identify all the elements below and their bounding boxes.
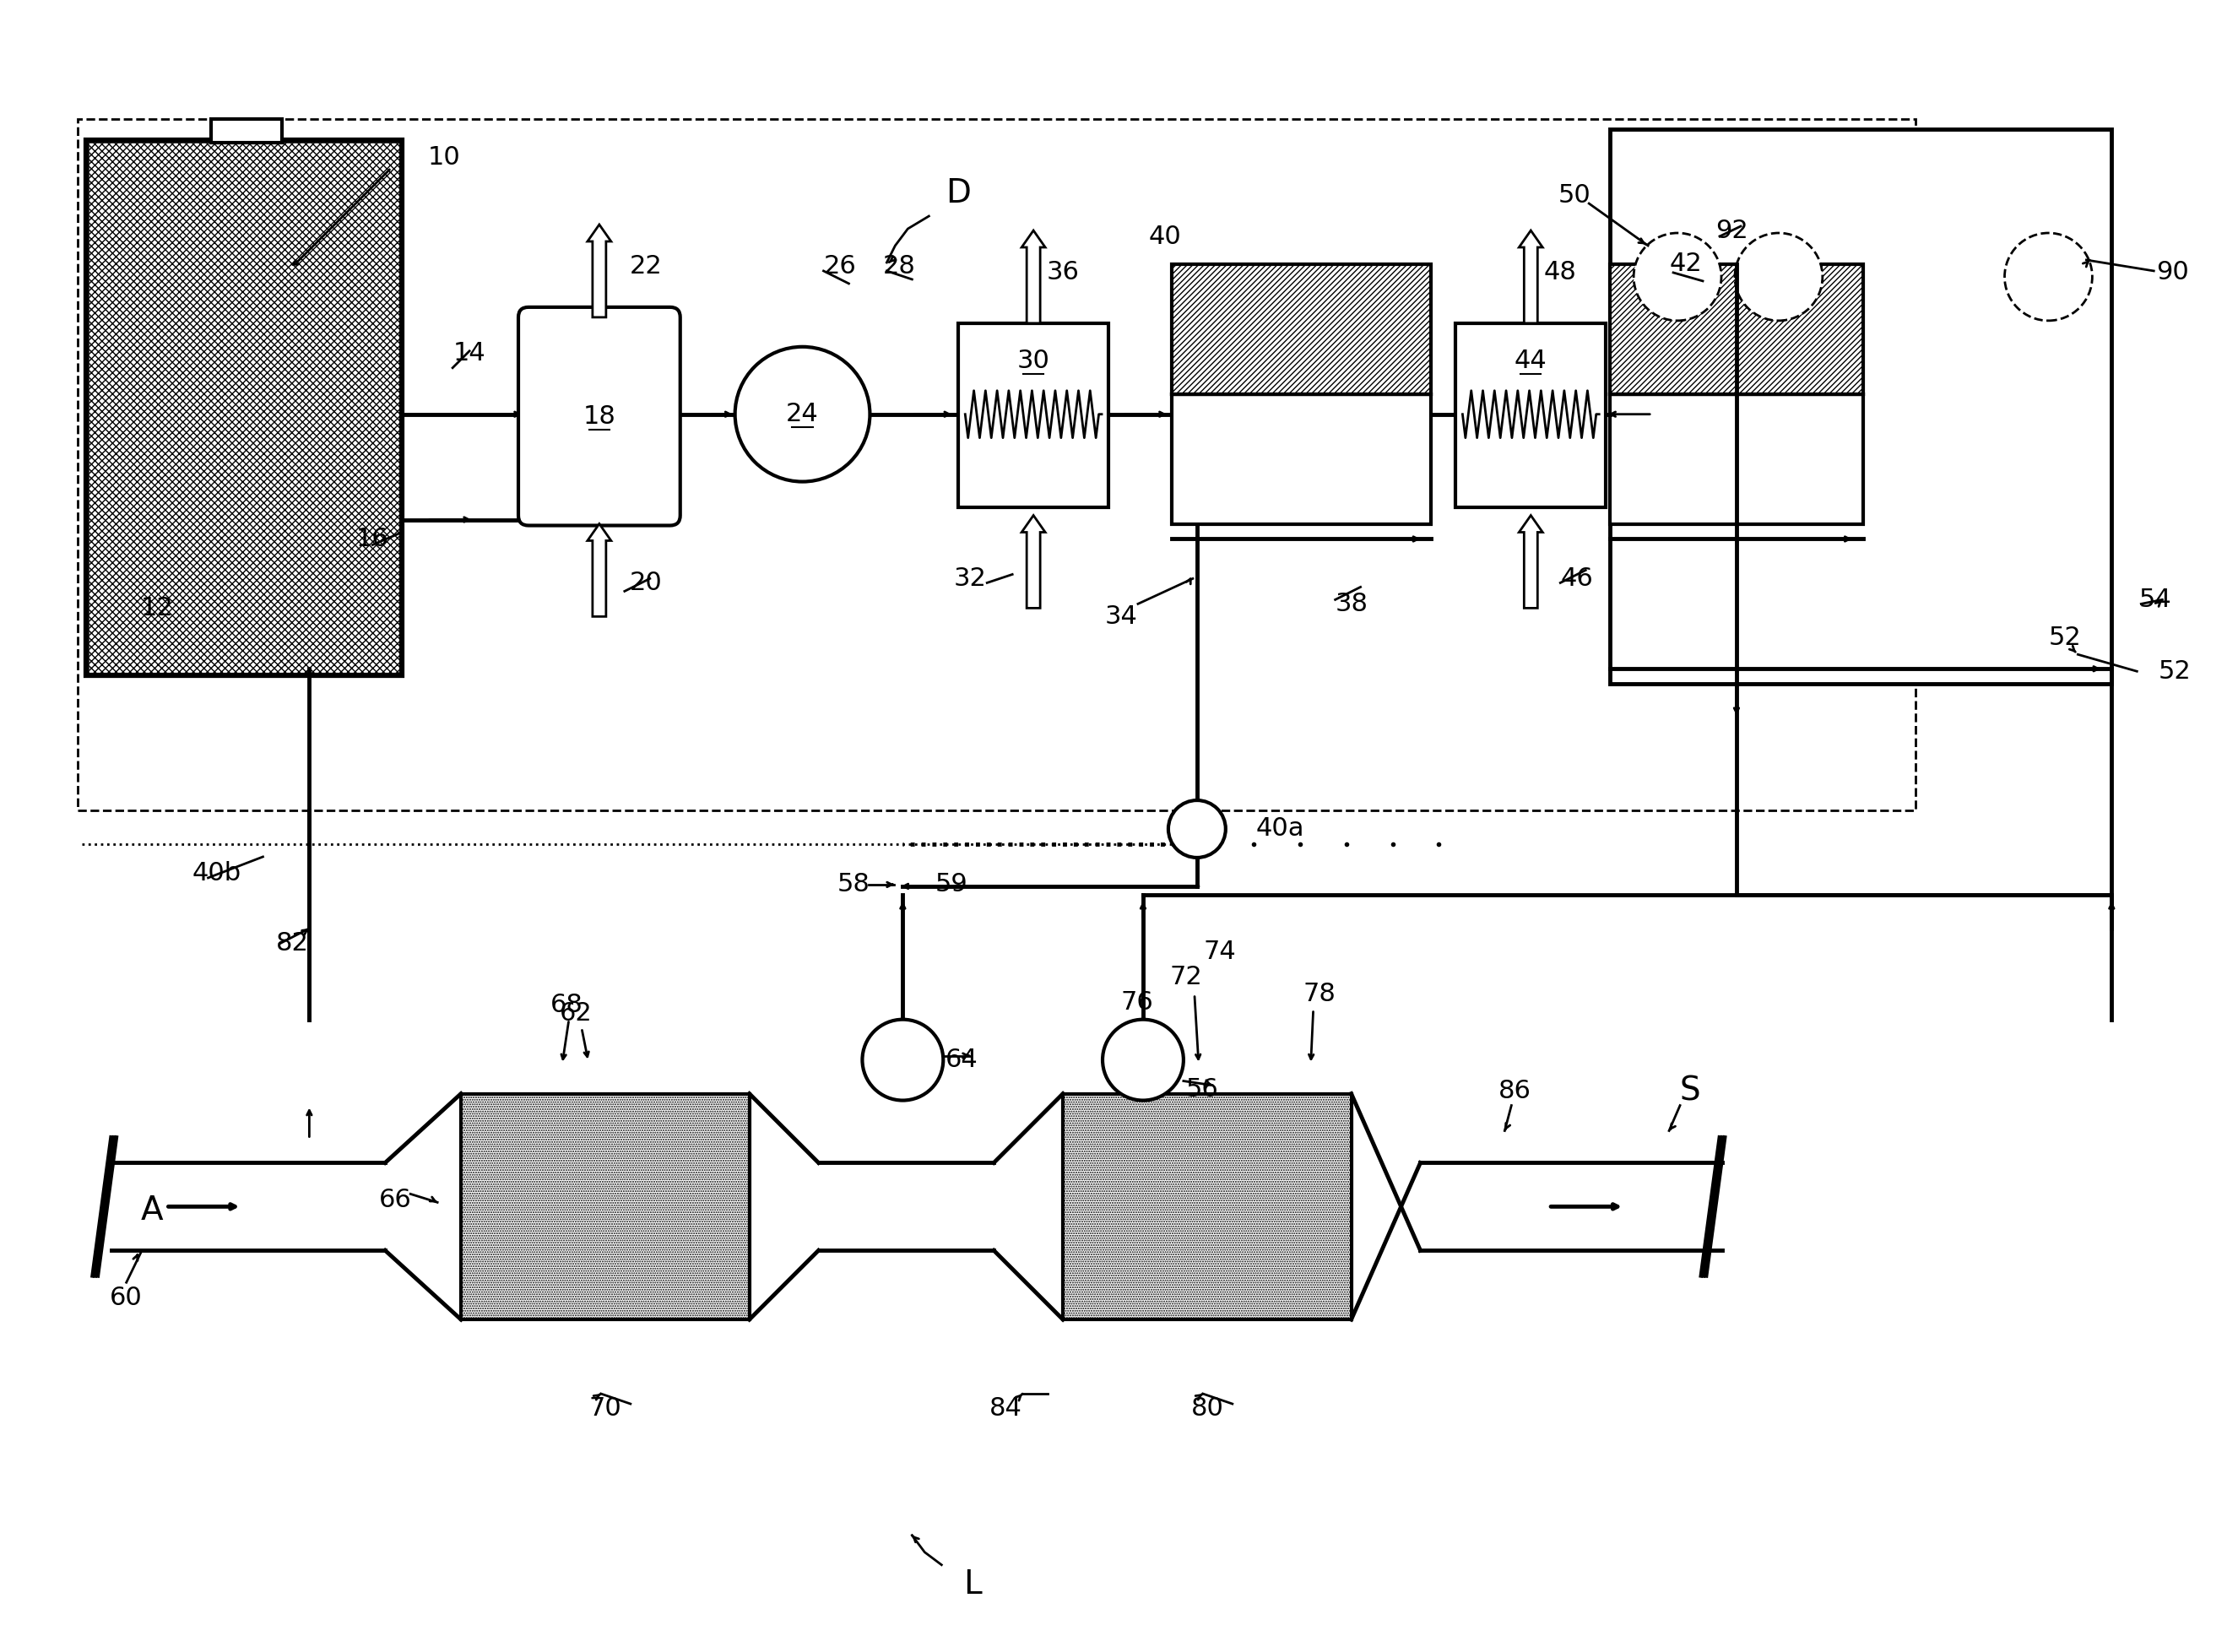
Text: 74: 74 (1204, 940, 1235, 965)
Circle shape (734, 347, 871, 482)
Circle shape (1634, 233, 1721, 320)
Text: 12: 12 (141, 596, 172, 621)
Text: 46: 46 (1560, 567, 1593, 591)
Polygon shape (1520, 515, 1542, 608)
Text: 72: 72 (1170, 965, 1202, 990)
Bar (1609, 393, 1862, 524)
Text: 59: 59 (935, 872, 969, 897)
Polygon shape (1021, 515, 1045, 608)
Text: 76: 76 (1121, 990, 1153, 1014)
Text: 24: 24 (786, 401, 819, 426)
Text: 28: 28 (884, 254, 915, 279)
Text: 36: 36 (1047, 261, 1079, 284)
Bar (1609, 129, 2113, 684)
FancyBboxPatch shape (519, 307, 680, 525)
Text: 16: 16 (356, 527, 389, 552)
Bar (1455, 324, 1607, 507)
Text: 54: 54 (2140, 588, 2171, 611)
Text: 52: 52 (2157, 659, 2191, 684)
Text: 32: 32 (953, 567, 987, 591)
Bar (1609, 264, 1862, 393)
Text: 92: 92 (1717, 218, 1748, 243)
Circle shape (1168, 800, 1226, 857)
Text: 10: 10 (427, 145, 461, 170)
Text: 78: 78 (1303, 981, 1336, 1006)
Polygon shape (1021, 231, 1045, 324)
Text: 52: 52 (2050, 626, 2081, 649)
Text: 42: 42 (1670, 253, 1703, 276)
Bar (85, 140, 403, 676)
Text: 56: 56 (1186, 1077, 1217, 1102)
Text: 14: 14 (452, 342, 486, 365)
Text: 62: 62 (560, 1001, 593, 1026)
Bar (461, 1094, 750, 1320)
Text: 40a: 40a (1256, 816, 1305, 841)
Text: 90: 90 (2155, 261, 2189, 284)
Bar (78, 119, 1916, 811)
Text: 40b: 40b (192, 861, 242, 885)
Text: 34: 34 (1106, 605, 1137, 629)
Bar (90, 142, 401, 672)
Text: L: L (965, 1568, 982, 1601)
Circle shape (1734, 233, 1822, 320)
Text: 38: 38 (1336, 591, 1370, 616)
Bar (1173, 264, 1432, 393)
Text: 64: 64 (944, 1047, 978, 1072)
Text: 70: 70 (589, 1396, 622, 1421)
Text: 20: 20 (629, 570, 662, 595)
Polygon shape (589, 524, 611, 616)
Circle shape (2005, 233, 2093, 320)
Polygon shape (1520, 231, 1542, 324)
Text: 84: 84 (989, 1396, 1023, 1421)
Text: 30: 30 (1016, 349, 1050, 373)
Bar (958, 324, 1108, 507)
Circle shape (1103, 1019, 1184, 1100)
Bar (1173, 393, 1432, 524)
Text: 80: 80 (1191, 1396, 1224, 1421)
Text: S: S (1681, 1075, 1701, 1107)
Text: 44: 44 (1515, 349, 1546, 373)
Text: 66: 66 (378, 1188, 412, 1213)
Text: 48: 48 (1544, 261, 1578, 284)
Circle shape (862, 1019, 942, 1100)
Polygon shape (589, 225, 611, 317)
Text: 68: 68 (551, 993, 582, 1018)
Text: 60: 60 (110, 1285, 143, 1310)
Text: 86: 86 (1499, 1079, 1531, 1104)
Bar (210, 119, 282, 142)
Text: A: A (141, 1194, 163, 1227)
Text: 58: 58 (837, 872, 871, 897)
Text: 18: 18 (582, 405, 615, 428)
Bar (1063, 1094, 1352, 1320)
Text: 40: 40 (1148, 225, 1182, 249)
Text: D: D (947, 177, 971, 210)
Text: 22: 22 (629, 254, 662, 279)
Text: 82: 82 (275, 932, 309, 957)
Text: 26: 26 (824, 254, 857, 279)
Text: 50: 50 (1558, 183, 1591, 206)
